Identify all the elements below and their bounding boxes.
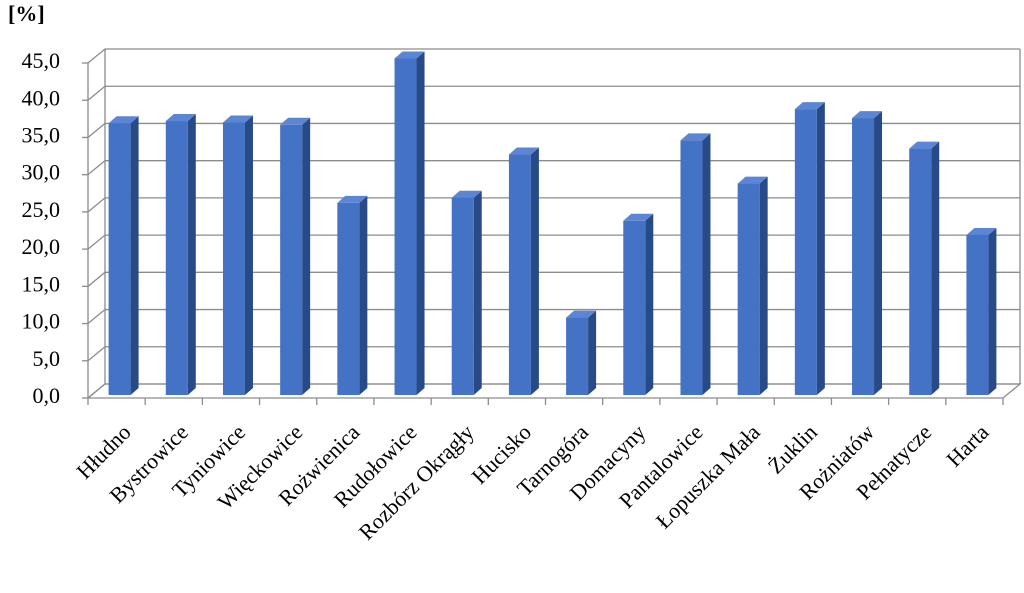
y-tick-label: 35,0 xyxy=(22,122,61,147)
bar xyxy=(566,317,589,395)
bar-top xyxy=(508,147,539,155)
bar-side xyxy=(130,116,139,396)
bar-top xyxy=(680,133,711,141)
grid-line xyxy=(87,346,1020,362)
bar-top xyxy=(794,102,825,110)
y-axis-label: [%] xyxy=(8,1,45,26)
bar xyxy=(680,140,703,395)
bar xyxy=(222,122,245,396)
bar-top xyxy=(280,117,311,125)
y-tick-label: 20,0 xyxy=(22,234,61,259)
bar-side xyxy=(759,176,768,395)
bar-top xyxy=(222,115,253,123)
bar-side xyxy=(302,117,311,396)
x-tick-label: Harta xyxy=(941,419,993,471)
grid-line xyxy=(87,160,1020,176)
bar-top xyxy=(108,116,139,124)
y-tick-label: 5,0 xyxy=(33,346,61,371)
grid-line xyxy=(87,271,1020,287)
y-tick-label: 25,0 xyxy=(22,197,61,222)
bar xyxy=(451,197,474,395)
grid-line xyxy=(87,383,1020,399)
bar-side xyxy=(988,227,997,395)
bar xyxy=(508,154,531,395)
bar xyxy=(108,123,131,396)
bar-side xyxy=(530,147,539,395)
bar-side xyxy=(244,115,253,396)
bar-top xyxy=(909,141,940,149)
y-tick-label: 10,0 xyxy=(22,309,61,334)
y-tick-label: 15,0 xyxy=(22,271,61,296)
bar-top xyxy=(737,176,768,184)
y-tick-label: 40,0 xyxy=(22,85,61,110)
bar-side xyxy=(473,190,482,395)
bar-side xyxy=(588,310,597,395)
bar xyxy=(337,202,360,395)
bar-side xyxy=(874,111,883,396)
bar xyxy=(623,220,646,395)
bar-side xyxy=(187,114,196,396)
bar-top xyxy=(337,195,368,203)
bar-side xyxy=(931,141,940,395)
bar xyxy=(966,234,989,395)
bar xyxy=(794,109,817,395)
bar-top xyxy=(852,111,883,119)
grid-line xyxy=(87,85,1020,101)
bar xyxy=(165,121,188,396)
y-tick-label: 45,0 xyxy=(22,48,61,73)
bar xyxy=(737,183,760,395)
grid-line xyxy=(87,234,1020,250)
bar-side xyxy=(416,51,425,396)
bar xyxy=(909,148,932,395)
bar-top xyxy=(566,310,597,318)
grid-line xyxy=(87,122,1020,138)
bar-top xyxy=(394,51,425,59)
bar-side xyxy=(816,102,825,395)
bar xyxy=(394,58,417,396)
bar-top xyxy=(165,114,196,122)
grid-line xyxy=(87,48,1020,64)
bar-side xyxy=(702,133,711,395)
bar-top xyxy=(966,227,997,235)
y-tick-label: 0,0 xyxy=(33,383,61,408)
bar-top xyxy=(451,190,482,198)
y-tick-label: 30,0 xyxy=(22,160,61,185)
bar xyxy=(852,118,875,396)
bar-side xyxy=(645,213,654,395)
bar-side xyxy=(359,195,368,395)
grid-line xyxy=(87,308,1020,325)
bar xyxy=(280,124,303,396)
bar-top xyxy=(623,213,654,221)
grid-line xyxy=(87,197,1020,213)
